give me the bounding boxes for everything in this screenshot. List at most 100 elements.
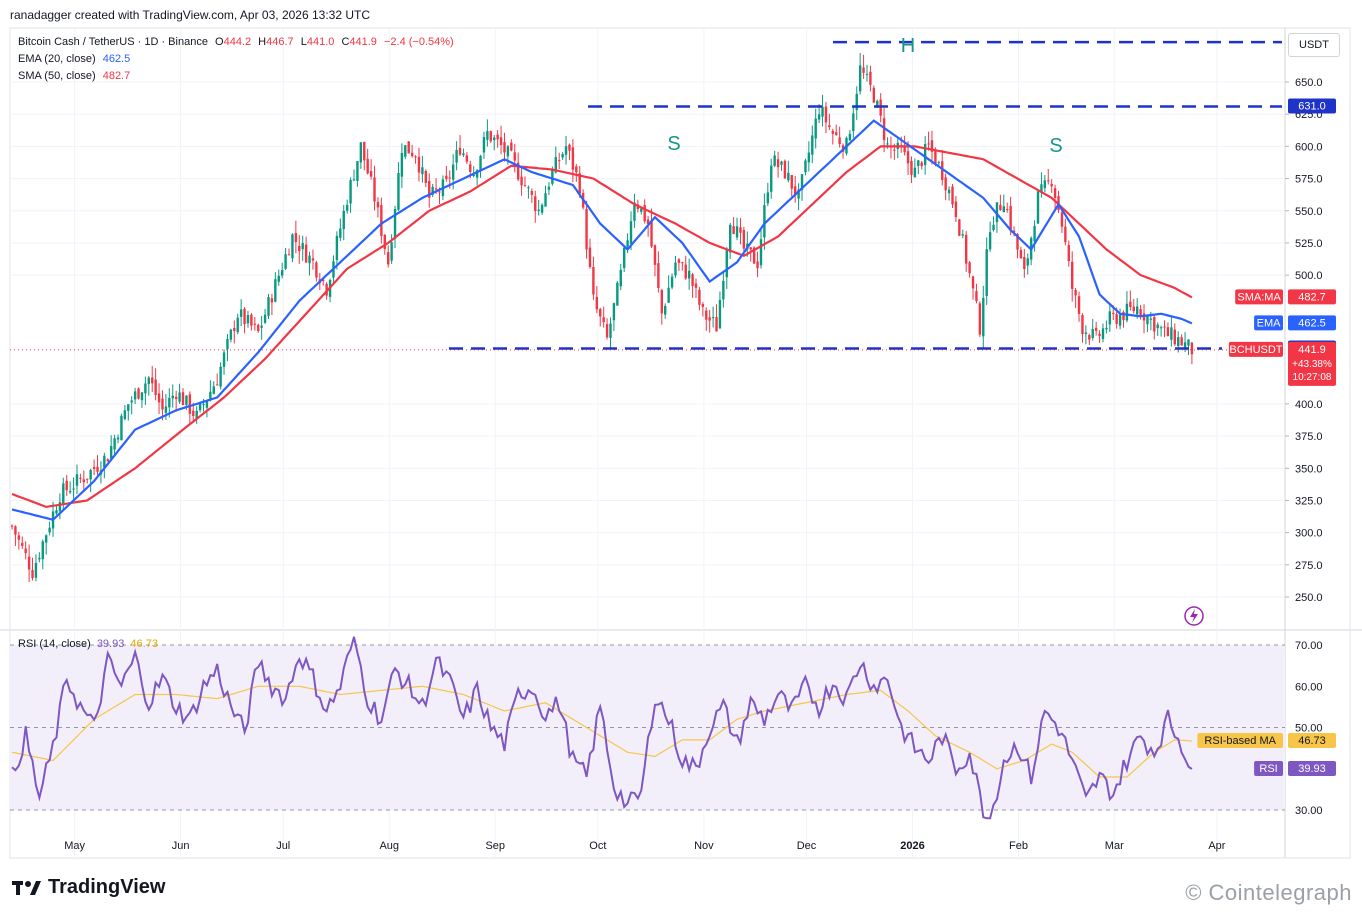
candle-body (257, 324, 260, 332)
candle-body (930, 140, 934, 152)
rsi-tag-1-label: RSI (1259, 763, 1277, 775)
candle-body (992, 224, 995, 231)
candle-body (886, 143, 889, 145)
candle-body (417, 156, 421, 173)
candle-body (188, 394, 192, 414)
rsi-tick-label: 30.00 (1295, 805, 1323, 817)
rsi-tick-label: 70.00 (1295, 640, 1323, 652)
candle-body (1105, 327, 1108, 330)
candle-body (797, 189, 800, 199)
candle-body (650, 220, 653, 247)
ohlc-close: C441.9 (341, 36, 377, 48)
candle-body (127, 404, 130, 411)
candle-body (92, 467, 96, 470)
ema-line (11, 119, 1193, 522)
candle-body (780, 161, 783, 165)
price-tick-label: 275.0 (1295, 560, 1323, 572)
left-shoulder-label: S (667, 133, 680, 155)
candle-body (937, 162, 941, 164)
candle-body (951, 186, 954, 205)
candle-body (68, 491, 72, 493)
price-tick-label: 525.0 (1295, 238, 1323, 250)
candle-body (284, 254, 287, 269)
ema-label: EMA (20, close) (18, 53, 96, 65)
candle-body (445, 175, 448, 180)
candle-body (1132, 306, 1135, 312)
candle-body (1163, 326, 1166, 328)
candle-body (157, 393, 161, 403)
price-tick-label: 500.0 (1295, 270, 1323, 282)
price-tag-0-value: 631.0 (1298, 100, 1326, 112)
candle-body (653, 245, 657, 265)
candle-body (1183, 342, 1187, 348)
currency-selector[interactable]: USDT (1288, 33, 1340, 57)
candle-body (359, 142, 363, 163)
rsi-band (10, 645, 1285, 810)
candle-body (274, 279, 277, 302)
candle-body (910, 160, 913, 175)
candle-body (1146, 316, 1149, 325)
open-value: 444.2 (223, 36, 252, 48)
candle-body (424, 170, 428, 183)
price-tick-label: 375.0 (1295, 431, 1323, 443)
candle-body (21, 542, 24, 546)
candle-body (640, 208, 643, 212)
candle-body (527, 187, 530, 189)
candle-body (869, 71, 872, 85)
candle-body (862, 67, 865, 73)
candle-body (137, 388, 140, 399)
candle-body (270, 298, 274, 303)
candle-body (1009, 205, 1012, 230)
candle-body (298, 245, 301, 252)
candle-body (605, 324, 609, 338)
candle-body (852, 113, 855, 132)
candle-body (787, 172, 790, 181)
candle-body (144, 383, 147, 394)
ema-value: 462.5 (102, 53, 131, 65)
candle-body (674, 262, 677, 276)
candle-body (421, 167, 424, 175)
candle-body (151, 377, 154, 384)
candle-body (893, 149, 896, 151)
candle-body (174, 396, 178, 400)
candle-body (400, 152, 404, 177)
candle-body (776, 159, 780, 168)
time-tick-label: 2026 (900, 840, 924, 852)
candle-body (831, 130, 834, 134)
candle-body (164, 406, 168, 413)
candle-body (759, 239, 763, 266)
candle-body (243, 308, 246, 325)
candle-body (975, 291, 978, 302)
candle-body (226, 338, 229, 350)
candle-body (729, 224, 732, 253)
candle-body (588, 247, 592, 268)
price-tick-label: 325.0 (1295, 495, 1323, 507)
candle-body (1081, 315, 1084, 335)
candle-body (168, 397, 171, 408)
symbol-legend: Bitcoin Cash / TetherUS · 1D · Binance O… (18, 36, 454, 48)
candle-body (86, 478, 89, 480)
candle-body (79, 477, 82, 479)
candle-body (414, 156, 417, 158)
candle-body (1156, 324, 1159, 329)
candle-body (540, 204, 544, 213)
candle-body (855, 93, 858, 111)
candle-body (404, 145, 407, 157)
cointelegraph-watermark: © Cointelegraph (1185, 880, 1352, 905)
candle-body (31, 570, 34, 579)
candle-body (390, 242, 393, 261)
rsi-tick-label: 60.00 (1295, 681, 1323, 693)
candle-body (277, 275, 280, 282)
price-tick-label: 300.0 (1295, 528, 1323, 540)
ohlc-open: O444.2 (215, 36, 252, 48)
candle-body (356, 161, 359, 181)
candle-body (752, 247, 756, 264)
candle-body (263, 314, 267, 323)
candle-body (280, 270, 284, 276)
candle-body (339, 228, 342, 238)
price-tag-1-label-tag (1235, 289, 1283, 305)
candle-body (934, 150, 937, 165)
candle-body (558, 160, 561, 162)
candle-body (147, 377, 150, 385)
